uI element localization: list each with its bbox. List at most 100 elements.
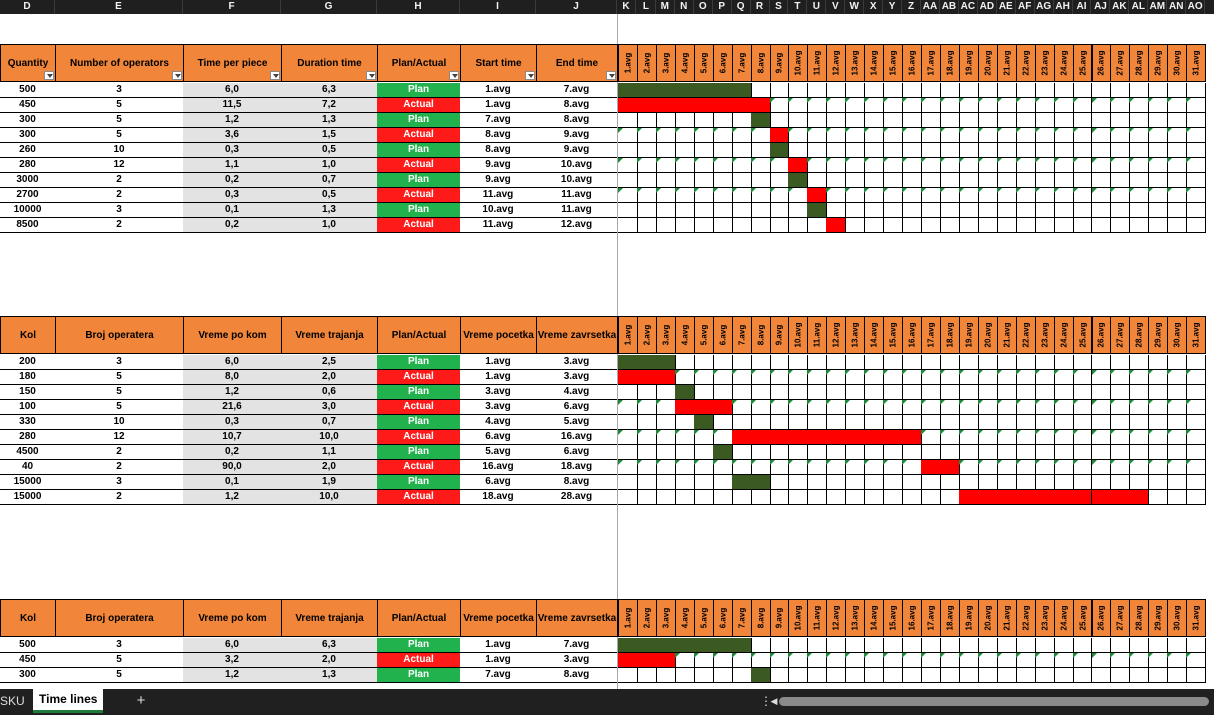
table-cell[interactable]: 12	[55, 158, 183, 173]
gantt-cell[interactable]	[769, 370, 790, 385]
table-cell[interactable]: 1,1	[281, 445, 377, 460]
table-cell[interactable]: 8500	[0, 218, 55, 233]
gantt-cell[interactable]	[1148, 445, 1169, 460]
column-letter-ag[interactable]: AG	[1035, 0, 1054, 14]
table-cell[interactable]: 1,2	[183, 113, 281, 128]
table-cell[interactable]: 4.avg	[460, 415, 536, 430]
gantt-cell[interactable]	[864, 385, 885, 400]
gantt-cell[interactable]	[1053, 490, 1074, 505]
gantt-cell[interactable]	[1186, 128, 1207, 143]
gantt-cell[interactable]	[826, 638, 847, 653]
gantt-cell[interactable]	[1053, 400, 1074, 415]
gantt-cell[interactable]	[883, 490, 904, 505]
gantt-cell[interactable]	[939, 203, 960, 218]
gantt-cell[interactable]	[1167, 445, 1188, 460]
gantt-cell[interactable]	[921, 475, 941, 490]
gantt-cell[interactable]	[902, 98, 923, 113]
gantt-cell[interactable]	[693, 445, 714, 460]
gantt-cell[interactable]	[977, 203, 998, 218]
plan-actual-cell[interactable]: Plan	[377, 203, 460, 218]
table-cell[interactable]: 3,0	[281, 400, 377, 415]
column-letter-am[interactable]: AM	[1148, 0, 1168, 14]
gantt-cell[interactable]	[731, 98, 752, 113]
gantt-cell[interactable]	[655, 460, 676, 475]
gantt-cell[interactable]	[655, 653, 676, 668]
gantt-cell[interactable]	[977, 445, 998, 460]
gantt-cell[interactable]	[731, 188, 752, 203]
gantt-cell[interactable]	[977, 128, 998, 143]
gantt-cell[interactable]	[1148, 355, 1169, 370]
gantt-cell[interactable]	[977, 385, 998, 400]
column-letter-ae[interactable]: AE	[997, 0, 1016, 14]
table-cell[interactable]: 12.avg	[536, 218, 617, 233]
gantt-cell[interactable]	[1110, 203, 1131, 218]
gantt-cell[interactable]	[788, 173, 809, 188]
gantt-cell[interactable]	[845, 475, 866, 490]
column-letter-z[interactable]: Z	[902, 0, 922, 14]
gantt-cell[interactable]	[1129, 143, 1150, 158]
gantt-cell[interactable]	[826, 445, 847, 460]
gantt-cell[interactable]	[921, 415, 941, 430]
gantt-cell[interactable]	[826, 83, 847, 98]
gantt-cell[interactable]	[996, 370, 1017, 385]
gantt-cell[interactable]	[1148, 370, 1169, 385]
gantt-cell[interactable]	[1091, 128, 1112, 143]
gantt-cell[interactable]	[712, 173, 733, 188]
table-cell[interactable]: 500	[0, 83, 55, 98]
gantt-cell[interactable]	[693, 400, 714, 415]
column-header[interactable]: Start time	[460, 44, 537, 82]
gantt-cell[interactable]	[883, 475, 904, 490]
gantt-cell[interactable]	[1110, 128, 1131, 143]
gantt-cell[interactable]	[902, 188, 923, 203]
gantt-cell[interactable]	[902, 490, 923, 505]
gantt-cell[interactable]	[731, 173, 752, 188]
table-cell[interactable]: 7.avg	[536, 83, 617, 98]
gantt-cell[interactable]	[1110, 355, 1131, 370]
gantt-cell[interactable]	[750, 400, 771, 415]
gantt-cell[interactable]	[712, 400, 733, 415]
gantt-cell[interactable]	[939, 638, 960, 653]
column-letter-v[interactable]: V	[826, 0, 846, 14]
table-cell[interactable]: 0,7	[281, 173, 377, 188]
gantt-cell[interactable]	[1034, 415, 1055, 430]
gantt-cell[interactable]	[693, 98, 714, 113]
table-cell[interactable]: 11.avg	[460, 188, 536, 203]
gantt-cell[interactable]	[1072, 415, 1093, 430]
gantt-cell[interactable]	[1129, 385, 1150, 400]
gantt-cell[interactable]	[958, 653, 979, 668]
gantt-cell[interactable]	[1015, 143, 1036, 158]
gantt-cell[interactable]	[996, 98, 1017, 113]
gantt-cell[interactable]	[977, 113, 998, 128]
gantt-cell[interactable]	[883, 98, 904, 113]
column-letter-t[interactable]: T	[788, 0, 808, 14]
gantt-cell[interactable]	[655, 355, 676, 370]
gantt-cell[interactable]	[807, 158, 828, 173]
plan-actual-cell[interactable]: Actual	[377, 400, 460, 415]
gantt-cell[interactable]	[864, 415, 885, 430]
gantt-cell[interactable]	[750, 475, 771, 490]
table-cell[interactable]: 1,3	[281, 668, 377, 683]
table-cell[interactable]: 6.avg	[536, 400, 617, 415]
gantt-cell[interactable]	[1110, 158, 1131, 173]
table-cell[interactable]: 5.avg	[536, 415, 617, 430]
gantt-cell[interactable]	[845, 400, 866, 415]
gantt-cell[interactable]	[1015, 638, 1036, 653]
gantt-cell[interactable]	[1072, 370, 1093, 385]
plan-actual-cell[interactable]: Plan	[377, 143, 460, 158]
gantt-cell[interactable]	[996, 173, 1017, 188]
gantt-cell[interactable]	[883, 638, 904, 653]
plan-actual-cell[interactable]: Actual	[377, 218, 460, 233]
table-cell[interactable]: 1.avg	[460, 355, 536, 370]
gantt-cell[interactable]	[788, 415, 809, 430]
gantt-cell[interactable]	[1129, 668, 1150, 683]
gantt-cell[interactable]	[1091, 113, 1112, 128]
gantt-cell[interactable]	[883, 158, 904, 173]
table-cell[interactable]: 3	[55, 203, 183, 218]
plan-actual-cell[interactable]: Plan	[377, 415, 460, 430]
column-header[interactable]: Vreme pocetka	[460, 316, 537, 354]
table-cell[interactable]: 0,1	[183, 475, 281, 490]
gantt-cell[interactable]	[958, 668, 979, 683]
gantt-cell[interactable]	[807, 430, 828, 445]
table-cell[interactable]: 11.avg	[460, 218, 536, 233]
gantt-cell[interactable]	[674, 188, 695, 203]
